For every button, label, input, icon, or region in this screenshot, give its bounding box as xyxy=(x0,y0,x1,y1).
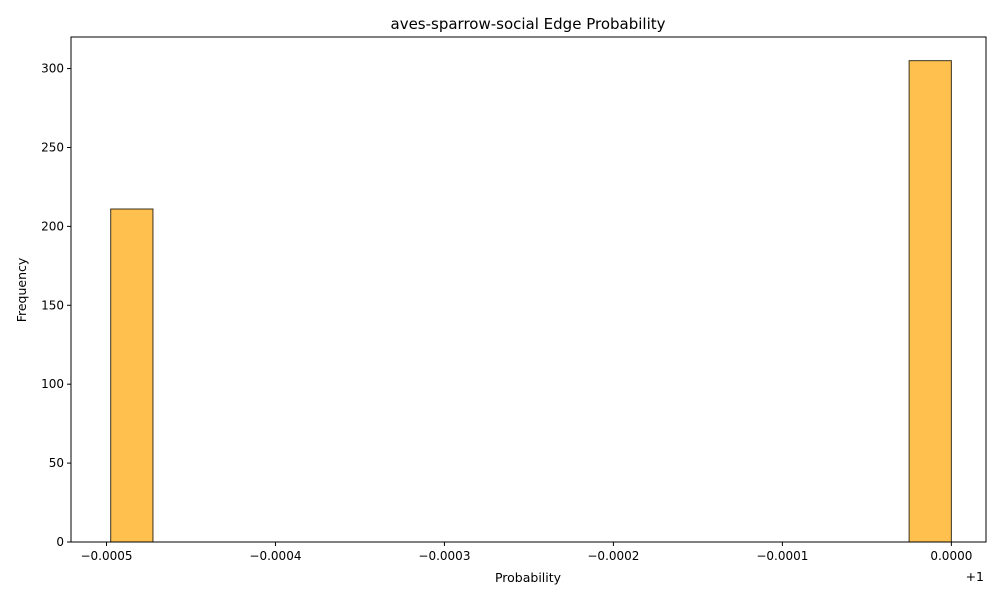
plot-frame xyxy=(70,36,987,543)
x-tick-label: 0.0000 xyxy=(930,549,972,563)
y-axis: 0 50 100 150 200 250 300 xyxy=(41,62,71,549)
x-tick-label: −0.0001 xyxy=(756,549,808,563)
x-tick-label: −0.0003 xyxy=(418,549,470,563)
histogram-bar xyxy=(908,60,952,543)
x-offset-label: +1 xyxy=(966,569,984,584)
y-tick-label: 150 xyxy=(41,298,64,312)
y-axis-label: Frequency xyxy=(14,257,29,322)
y-tick-label: 250 xyxy=(41,140,64,154)
y-tick-label: 300 xyxy=(41,62,64,76)
x-tick-label: −0.0002 xyxy=(587,549,639,563)
y-tick-label: 100 xyxy=(41,377,64,391)
x-axis: −0.0005 −0.0004 −0.0003 −0.0002 −0.0001 0.000… xyxy=(80,542,972,563)
y-tick-label: 0 xyxy=(56,535,64,549)
bars-group xyxy=(110,60,952,543)
histogram-bar xyxy=(110,208,154,543)
x-tick-label: −0.0004 xyxy=(249,549,301,563)
x-tick-label: −0.0005 xyxy=(80,549,132,563)
chart-title: aves-sparrow-social Edge Probability xyxy=(391,15,666,33)
y-tick-label: 50 xyxy=(49,456,64,470)
y-tick-label: 200 xyxy=(41,219,64,233)
x-axis-label: Probability xyxy=(495,570,562,585)
